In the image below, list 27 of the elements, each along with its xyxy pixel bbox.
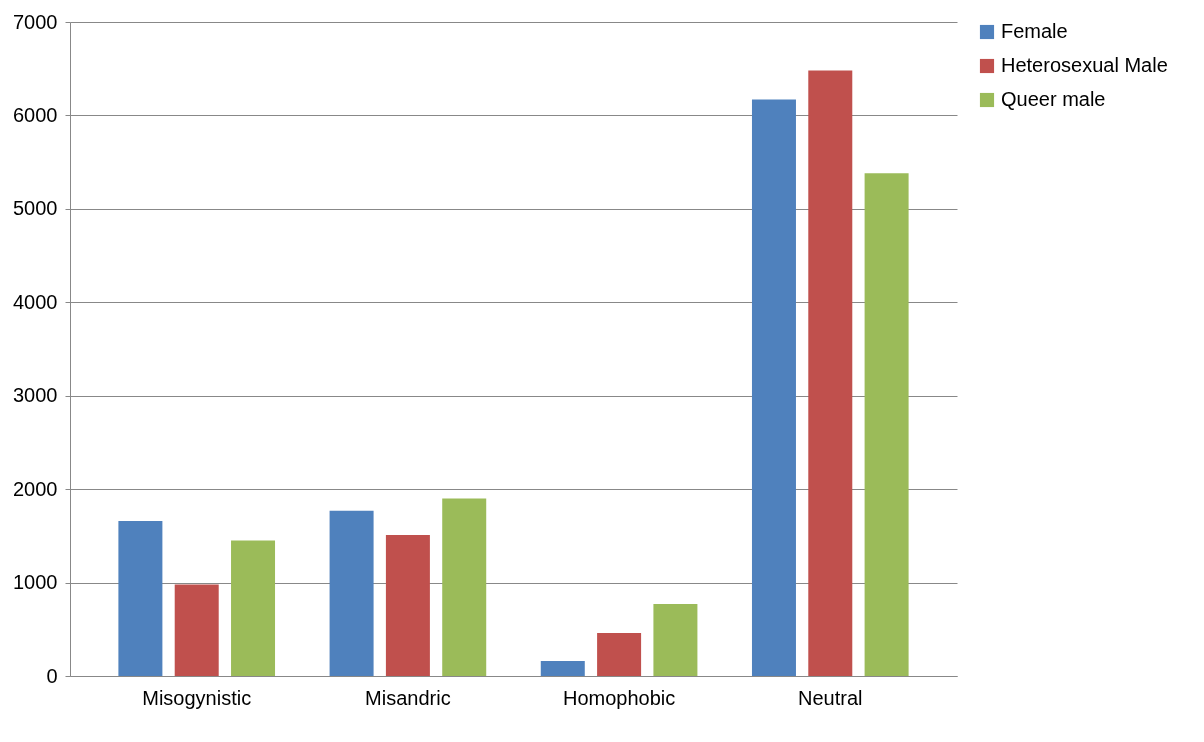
- x-tick-label: Misandric: [365, 686, 451, 709]
- bar: [808, 70, 853, 676]
- y-tick-label: 6000: [13, 103, 58, 126]
- bar: [231, 540, 276, 676]
- y-tick-label: 7000: [13, 10, 58, 33]
- bar: [751, 99, 796, 676]
- bar: [329, 510, 374, 676]
- y-tick-label: 3000: [13, 384, 58, 407]
- bar: [118, 520, 163, 676]
- bar: [385, 534, 430, 676]
- bar: [442, 498, 487, 676]
- bar: [864, 173, 909, 676]
- y-tick-label: 4000: [13, 290, 58, 313]
- legend-label: Female: [1001, 20, 1068, 42]
- y-tick-label: 0: [46, 664, 58, 687]
- legend-label: Queer male: [1001, 88, 1106, 110]
- y-tick-label: 1000: [13, 571, 58, 594]
- bar: [653, 604, 698, 676]
- bar: [174, 584, 219, 676]
- legend-label: Heterosexual Male: [1001, 54, 1168, 76]
- y-tick-label: 5000: [13, 197, 58, 220]
- x-tick-label: Homophobic: [562, 686, 676, 709]
- bar: [540, 661, 585, 676]
- x-tick-label: Misogynistic: [142, 686, 252, 709]
- y-tick-label: 2000: [13, 477, 58, 500]
- bar: [597, 633, 642, 676]
- x-tick-label: Neutral: [798, 686, 863, 709]
